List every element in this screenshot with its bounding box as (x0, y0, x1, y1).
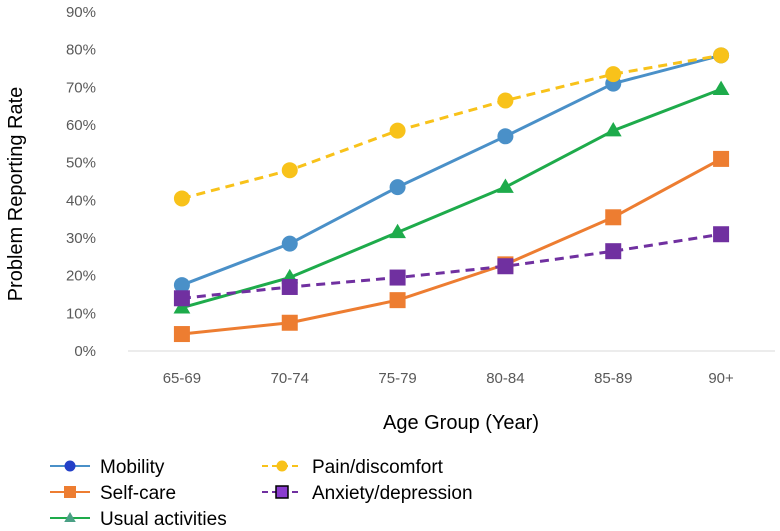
y-tick-label: 0% (74, 343, 96, 360)
y-tick-label: 20% (66, 268, 96, 285)
x-tick-label: 90+ (708, 370, 734, 387)
data-point-anxiety-depression (713, 226, 730, 243)
data-point-pain-discomfort (281, 162, 298, 179)
series-line-mobility (181, 53, 722, 287)
data-point-mobility (281, 235, 298, 252)
series-line-usual-activities (181, 87, 722, 310)
data-point-pain-discomfort (497, 92, 514, 109)
y-tick-label: 90% (66, 4, 96, 21)
data-point-self-care (713, 150, 730, 167)
legend-marker (275, 485, 289, 499)
x-axis-title: Age Group (Year) (383, 412, 539, 434)
y-tick-label: 10% (66, 305, 96, 322)
x-tick-label: 65-69 (163, 370, 201, 387)
y-tick-label: 30% (66, 230, 96, 247)
legend-label: Mobility (100, 457, 165, 478)
data-point-self-care (389, 292, 406, 309)
data-point-self-care (173, 326, 190, 343)
legend-marker (276, 460, 288, 472)
series-line-anxiety-depression (181, 232, 722, 300)
y-axis-title: Problem Reporting Rate (5, 87, 27, 302)
legend-label: Usual activities (100, 509, 227, 530)
data-point-anxiety-depression (281, 278, 298, 295)
data-point-usual-activities (497, 178, 514, 193)
data-point-self-care (281, 314, 298, 331)
x-tick-label: 80-84 (486, 370, 524, 387)
data-point-mobility (173, 277, 190, 294)
data-point-mobility (497, 128, 514, 145)
y-tick-label: 80% (66, 42, 96, 59)
data-point-usual-activities (389, 223, 406, 239)
legend-marker (64, 512, 76, 522)
data-point-anxiety-depression (173, 290, 190, 307)
x-tick-label: 75-79 (378, 370, 416, 387)
series-line-pain-discomfort (181, 53, 722, 200)
legend-label: Anxiety/depression (312, 483, 473, 504)
y-tick-label: 60% (66, 117, 96, 134)
y-tick-label: 50% (66, 155, 96, 172)
data-point-pain-discomfort (173, 190, 190, 207)
x-tick-label: 70-74 (271, 370, 309, 387)
data-point-anxiety-depression (497, 258, 514, 275)
legend-marker (64, 486, 76, 498)
y-tick-label: 70% (66, 79, 96, 96)
data-point-usual-activities (604, 122, 622, 137)
legend-label: Self-care (100, 483, 176, 504)
data-point-pain-discomfort (389, 122, 406, 139)
series-line-self-care (181, 157, 722, 336)
data-point-usual-activities (712, 80, 730, 95)
x-tick-label: 85-89 (594, 370, 632, 387)
legend-marker (64, 460, 76, 472)
data-point-pain-discomfort (713, 47, 730, 64)
data-point-mobility (389, 179, 406, 196)
y-tick-label: 40% (66, 192, 96, 209)
legend-label: Pain/discomfort (312, 457, 444, 478)
data-point-self-care (605, 209, 622, 226)
data-point-anxiety-depression (605, 243, 622, 260)
data-point-pain-discomfort (605, 66, 622, 83)
data-point-anxiety-depression (389, 269, 406, 286)
